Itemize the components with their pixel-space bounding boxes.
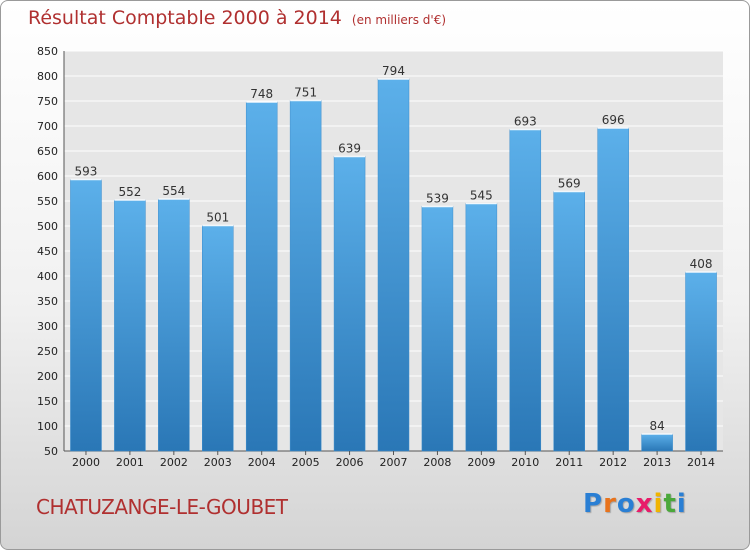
y-tick-label: 200 xyxy=(37,370,58,383)
y-tick-label: 100 xyxy=(37,420,58,433)
bar xyxy=(202,225,234,452)
y-tick-label: 600 xyxy=(37,170,58,183)
data-label: 748 xyxy=(250,87,273,101)
bar xyxy=(509,129,542,452)
y-tick-label: 650 xyxy=(37,145,58,158)
data-label: 84 xyxy=(649,419,664,433)
bar xyxy=(377,78,410,452)
commune-name: CHATUZANGE-LE-GOUBET xyxy=(36,495,288,519)
x-tick-label: 2012 xyxy=(599,456,627,469)
x-tick-label: 2007 xyxy=(380,456,408,469)
x-tick-label: 2003 xyxy=(204,456,232,469)
bar xyxy=(465,203,498,452)
bar xyxy=(70,179,102,452)
bar xyxy=(685,271,717,452)
logo-letter: i xyxy=(653,489,664,519)
data-label: 554 xyxy=(162,184,185,198)
logo-letter: x xyxy=(635,489,654,519)
logo-letter: i xyxy=(676,489,687,519)
x-tick-label: 2002 xyxy=(160,456,188,469)
bar xyxy=(641,433,673,452)
x-tick-label: 2001 xyxy=(116,456,144,469)
data-label: 545 xyxy=(470,189,493,203)
bar xyxy=(553,191,585,452)
x-tick-label: 2008 xyxy=(423,456,451,469)
bar xyxy=(289,100,322,452)
proxiti-logo: Proxiti xyxy=(583,489,687,519)
data-label: 501 xyxy=(206,211,229,225)
data-label: 408 xyxy=(690,257,713,271)
x-tick-label: 2004 xyxy=(248,456,276,469)
y-tick-label: 250 xyxy=(37,345,58,358)
y-tick-label: 50 xyxy=(44,445,58,458)
x-tick-label: 2010 xyxy=(511,456,539,469)
logo-letter: P xyxy=(583,489,604,519)
bar xyxy=(597,127,629,452)
logo-letter: t xyxy=(663,489,677,519)
bar xyxy=(158,198,190,452)
bar xyxy=(333,156,366,452)
x-tick-label: 2013 xyxy=(643,456,671,469)
y-tick-label: 450 xyxy=(37,245,58,258)
chart-subtitle: (en milliers d'€) xyxy=(351,13,447,27)
y-tick-label: 800 xyxy=(37,70,58,83)
x-tick-label: 2011 xyxy=(555,456,583,469)
data-label: 539 xyxy=(426,192,449,206)
data-label: 552 xyxy=(118,185,141,199)
y-tick-label: 350 xyxy=(37,295,58,308)
data-label: 696 xyxy=(602,113,625,127)
x-tick-label: 2009 xyxy=(467,456,495,469)
logo-letter: o xyxy=(616,489,636,519)
y-tick-label: 500 xyxy=(37,220,58,233)
x-tick-label: 2014 xyxy=(687,456,715,469)
y-tick-label: 750 xyxy=(37,95,58,108)
data-label: 639 xyxy=(338,142,361,156)
x-tick-label: 2005 xyxy=(292,456,320,469)
y-tick-label: 300 xyxy=(37,320,58,333)
y-tick-label: 850 xyxy=(37,45,58,58)
data-label: 794 xyxy=(382,64,405,78)
y-tick-label: 550 xyxy=(37,195,58,208)
logo-letter: r xyxy=(603,489,617,519)
y-tick-label: 150 xyxy=(37,395,58,408)
y-tick-label: 700 xyxy=(37,120,58,133)
chart-title: Résultat Comptable 2000 à 2014 (en millie… xyxy=(28,7,447,29)
bar xyxy=(245,101,278,452)
data-label: 693 xyxy=(514,115,537,129)
bar xyxy=(114,199,146,452)
y-tick-label: 400 xyxy=(37,270,58,283)
data-label: 593 xyxy=(75,165,98,179)
bar xyxy=(421,206,454,452)
x-tick-label: 2000 xyxy=(72,456,100,469)
data-label: 569 xyxy=(558,177,581,191)
data-label: 751 xyxy=(294,86,317,100)
x-tick-label: 2006 xyxy=(336,456,364,469)
